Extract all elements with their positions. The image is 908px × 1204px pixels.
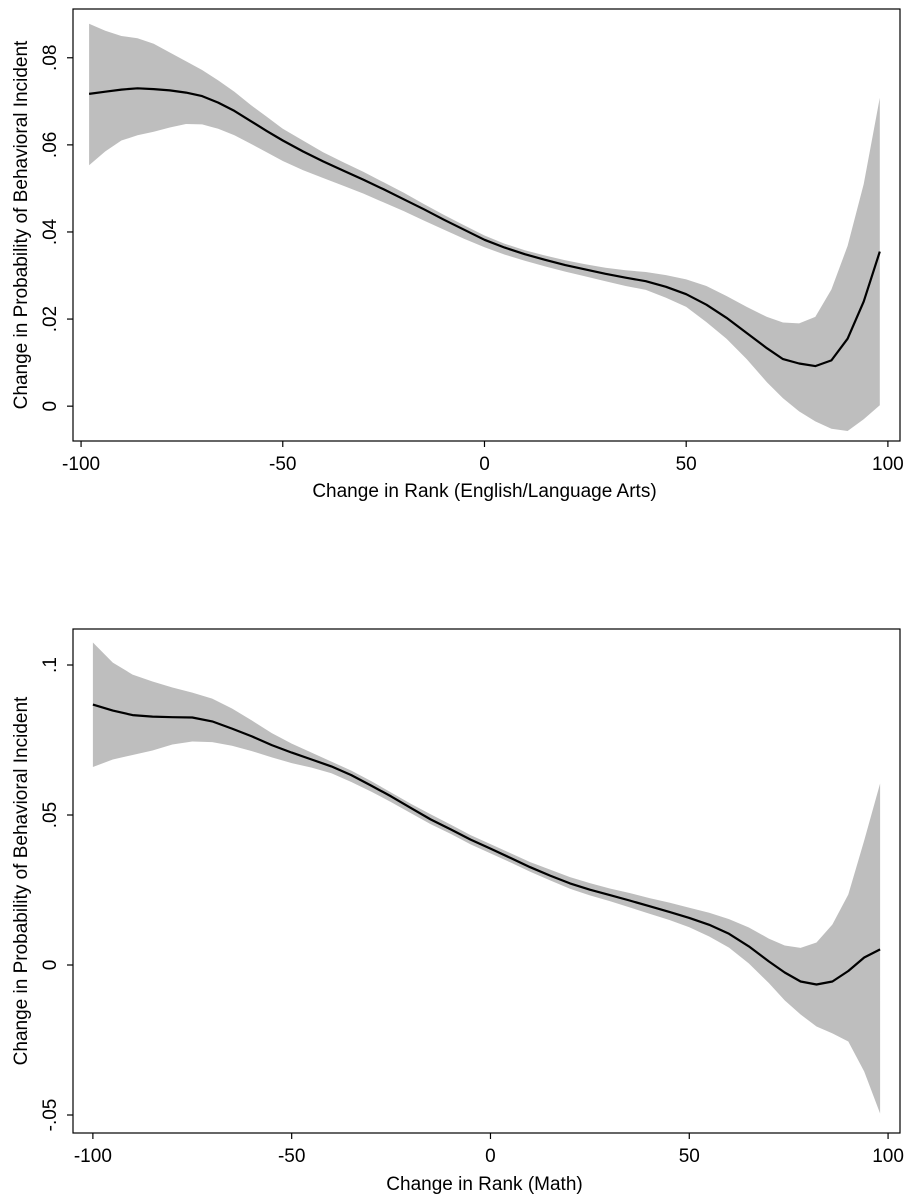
confidence-band <box>89 23 880 432</box>
x-tick-label: -100 <box>74 1146 112 1167</box>
y-tick-label: .06 <box>40 132 61 158</box>
estimate-line <box>92 703 881 986</box>
plot-frame <box>72 8 901 442</box>
x-tick-label: 0 <box>479 454 490 475</box>
x-axis-title: Change in Rank (Math) <box>386 1174 582 1195</box>
x-tick-label: -50 <box>278 1146 305 1167</box>
x-tick-label: -100 <box>62 454 100 475</box>
y-tick-label: -.05 <box>40 1099 61 1132</box>
y-axis-title: Change in Probability of Behavioral Inci… <box>11 40 32 409</box>
plot-frame <box>72 628 901 1134</box>
y-tick-label: .08 <box>40 45 61 71</box>
x-tick-label: 50 <box>679 1146 700 1167</box>
y-tick-label: 0 <box>40 401 61 412</box>
y-tick-label: .02 <box>40 306 61 332</box>
y-tick-label: 0 <box>40 960 61 971</box>
x-tick-label: 100 <box>872 454 904 475</box>
y-tick-label: .1 <box>40 657 61 673</box>
chart-panel-math: -100 -50 0 50 100 -.05 0 .05 .1 Change in Rank (M… <box>11 628 904 1195</box>
chart-panel-ela: -100 -50 0 50 100 0 .02 .04 .06 .08 Change in Rank… <box>11 8 904 502</box>
x-tick-label: 50 <box>676 454 697 475</box>
y-tick-label: .05 <box>40 802 61 828</box>
y-axis-title: Change in Probability of Behavioral Inci… <box>11 696 32 1065</box>
estimate-line <box>88 87 881 368</box>
x-tick-label: 100 <box>872 1146 904 1167</box>
x-tick-label: 0 <box>485 1146 496 1167</box>
x-tick-label: -50 <box>269 454 296 475</box>
x-axis-title: Change in Rank (English/Language Arts) <box>312 481 656 502</box>
y-tick-label: .04 <box>40 218 61 245</box>
confidence-band <box>92 642 881 1114</box>
